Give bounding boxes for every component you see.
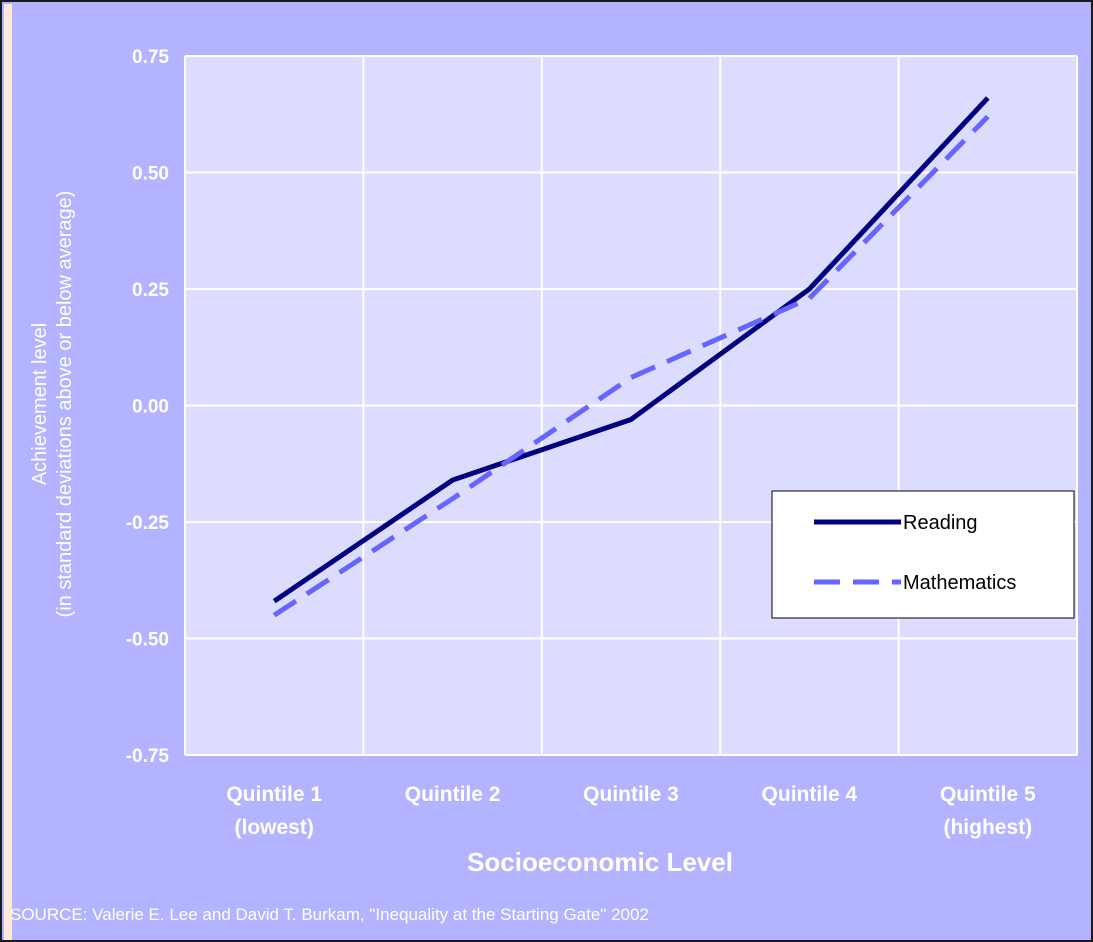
y-tick-label: 0.25 [132,280,169,301]
x-category-label: Quintile 3 [583,783,679,806]
gridlines [184,55,1078,756]
x-category-label: Quintile 5 [940,783,1036,806]
x-category-label: (lowest) [235,816,314,839]
x-category-label: Quintile 2 [405,783,501,806]
y-tick-label: 0.75 [132,47,169,68]
x-axis-title: Socioeconomic Level [467,847,733,877]
y-axis-title-line1: Achievement level [29,323,51,485]
x-category-label: (highest) [943,816,1032,839]
legend-mathematics-label: Mathematics [903,572,1016,594]
series-line-mathematics [272,114,990,618]
legend: Reading Mathematics [771,490,1075,619]
y-tick-label: 0.50 [132,164,169,185]
x-category-label: Quintile 1 [226,783,322,806]
y-tick-label: -0.25 [126,513,170,534]
y-axis-title-line2: (in standard deviations above or below a… [54,191,76,618]
y-axis-ticks: 0.75 0.50 0.25 0.00 -0.25 -0.50 -0.75 [126,47,170,767]
source-note: SOURCE: Valerie E. Lee and David T. Burk… [10,905,649,924]
x-axis-categories: Quintile 1 (lowest) Quintile 2 Quintile 3 Qu… [226,783,1036,839]
legend-box [771,490,1075,619]
legend-reading-label: Reading [903,512,978,534]
y-tick-label: 0.00 [132,397,169,418]
x-category-label: Quintile 4 [762,783,858,806]
y-tick-label: -0.50 [126,630,169,651]
series-lines [272,96,990,618]
left-edge-strip [4,4,12,940]
y-tick-label: -0.75 [126,746,170,767]
